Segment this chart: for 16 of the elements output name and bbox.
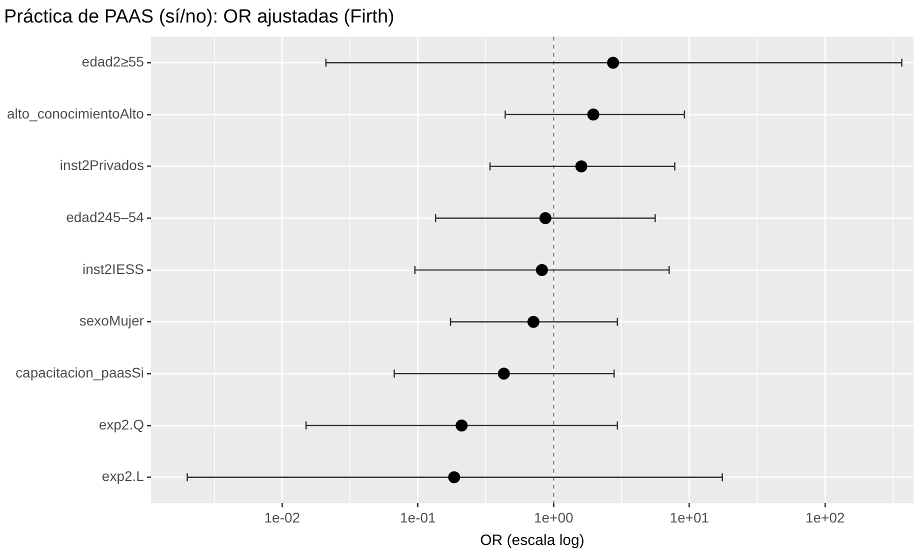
y-tick-label: exp2.Q [98, 416, 144, 432]
y-tick-label: edad2≥55 [82, 54, 144, 70]
chart-title: Práctica de PAAS (sí/no): OR ajustadas (Firth) [4, 6, 394, 28]
y-tick-label: alto_conocimientoAlto [6, 105, 144, 122]
y-tick-label: capacitacion_paasSi [16, 364, 144, 381]
x-tick-label: 1e-02 [264, 509, 300, 526]
x-tick-label: 1e+01 [670, 509, 710, 526]
y-tick-label: edad245–54 [66, 209, 144, 226]
y-tick-label: exp2.L [102, 468, 144, 484]
y-tick-label: inst2Privados [60, 157, 144, 174]
x-axis-title: OR (escala log) [480, 532, 584, 550]
x-tick-label: 1e+02 [805, 509, 845, 526]
y-tick-label: sexoMujer [79, 312, 144, 329]
x-tick-label: 1e+00 [534, 509, 574, 526]
x-tick-label: 1e-01 [400, 509, 436, 526]
y-tick-label: inst2IESS [82, 260, 144, 277]
